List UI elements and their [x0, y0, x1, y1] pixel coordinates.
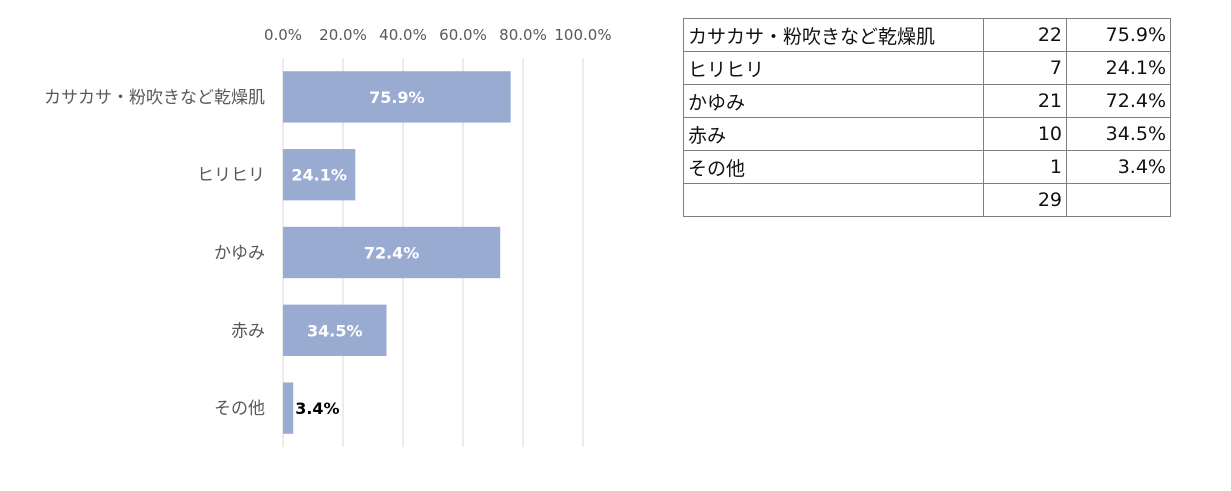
data-table: カサカサ・粉吹きなど乾燥肌 22 75.9% ヒリヒリ 7 24.1% かゆみ … — [683, 18, 1171, 217]
table-row: カサカサ・粉吹きなど乾燥肌 22 75.9% — [683, 18, 1171, 52]
x-tick-label: 40.0% — [379, 26, 427, 44]
row-name: 赤み — [683, 117, 984, 151]
total-name — [683, 183, 984, 217]
row-name: ヒリヒリ — [683, 51, 984, 85]
data-labels: 75.9% 24.1% 72.4% 34.5% 3.4% — [291, 88, 424, 418]
category-label: かゆみ — [214, 244, 265, 264]
row-count: 21 — [983, 84, 1067, 118]
data-label: 72.4% — [364, 244, 420, 263]
row-percent: 75.9% — [1066, 18, 1171, 52]
data-label: 24.1% — [291, 166, 347, 185]
category-label: カサカサ・粉吹きなど乾燥肌 — [44, 88, 265, 108]
table-row: かゆみ 21 72.4% — [683, 84, 1171, 118]
x-tick-label: 20.0% — [319, 26, 367, 44]
category-label: ヒリヒリ — [197, 166, 265, 186]
row-count: 7 — [983, 51, 1067, 85]
data-label: 3.4% — [295, 399, 339, 418]
x-axis-ticks: 0.0% 20.0% 40.0% 60.0% 80.0% 100.0% — [264, 26, 612, 44]
row-count: 22 — [983, 18, 1067, 52]
row-percent: 72.4% — [1066, 84, 1171, 118]
table-total-row: 29 — [683, 183, 1171, 217]
row-name: その他 — [683, 150, 984, 184]
row-percent: 24.1% — [1066, 51, 1171, 85]
row-name: かゆみ — [683, 84, 984, 118]
data-label: 75.9% — [369, 88, 425, 107]
category-label: 赤み — [231, 321, 265, 341]
row-name: カサカサ・粉吹きなど乾燥肌 — [683, 18, 984, 52]
bars — [283, 71, 511, 434]
bar — [283, 382, 294, 434]
bar — [283, 71, 511, 123]
horizontal-bar-chart: 0.0% 20.0% 40.0% 60.0% 80.0% 100.0% カサカサ・粉吹きな… — [44, 26, 612, 447]
bar — [283, 226, 501, 279]
total-percent — [1066, 183, 1171, 217]
x-tick-label: 80.0% — [499, 26, 547, 44]
data-label: 34.5% — [307, 321, 363, 340]
table-row: その他 1 3.4% — [683, 150, 1171, 184]
bar — [283, 304, 387, 356]
category-label: その他 — [214, 399, 265, 419]
row-percent: 3.4% — [1066, 150, 1171, 184]
bar — [283, 149, 356, 201]
total-count: 29 — [983, 183, 1067, 217]
row-count: 10 — [983, 117, 1067, 151]
table-row: ヒリヒリ 7 24.1% — [683, 51, 1171, 85]
table-row: 赤み 10 34.5% — [683, 117, 1171, 151]
x-tick-label: 0.0% — [264, 26, 302, 44]
row-percent: 34.5% — [1066, 117, 1171, 151]
x-tick-label: 60.0% — [439, 26, 487, 44]
row-count: 1 — [983, 150, 1067, 184]
x-tick-label: 100.0% — [554, 26, 611, 44]
